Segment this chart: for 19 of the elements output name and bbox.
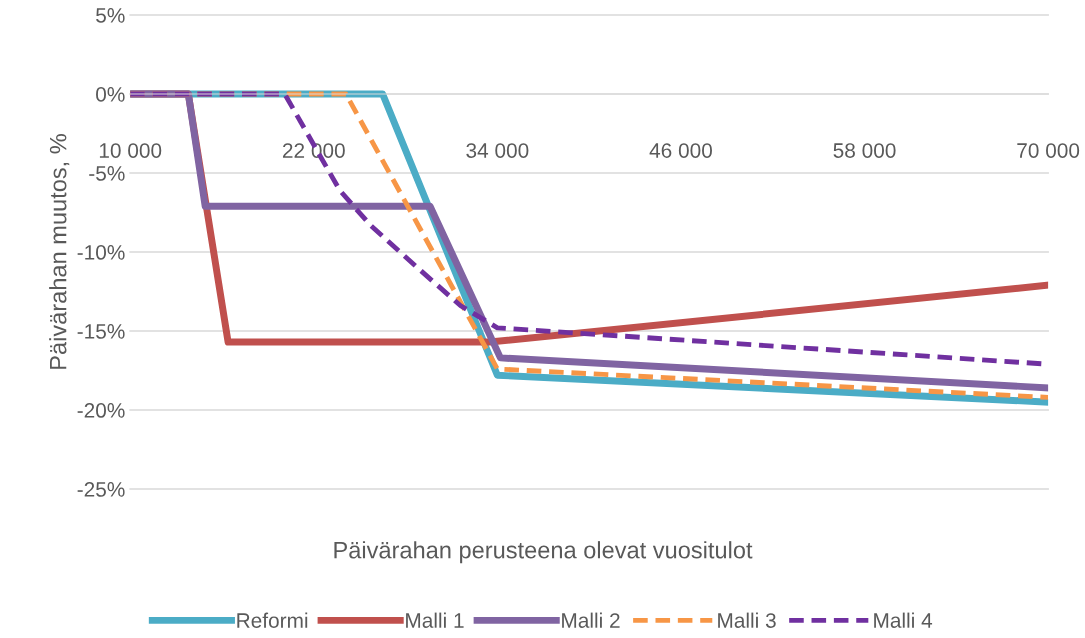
y-tick-label: -15%: [77, 324, 125, 339]
legend-label: Reformi: [237, 612, 308, 628]
x-tick-label: 58 000: [833, 143, 896, 158]
legend-label: Malli 2: [562, 612, 620, 628]
x-tick-label: 34 000: [466, 143, 529, 158]
x-axis-title: Päivärahan perusteena olevat vuositulot: [334, 541, 753, 564]
y-tick-label: -25%: [77, 482, 125, 497]
legend-label: Malli 3: [718, 612, 776, 628]
y-axis-title: Päivärahan muutos, %: [49, 134, 70, 369]
x-tick-label: 10 000: [99, 143, 162, 158]
legend-label: Malli 1: [406, 612, 464, 628]
y-tick-label: -10%: [77, 245, 125, 260]
y-tick-label: -5%: [89, 166, 125, 181]
y-tick-label: 5%: [96, 8, 125, 23]
legend-label: Malli 4: [874, 612, 933, 628]
x-tick-label: 70 000: [1017, 143, 1080, 158]
y-tick-label: -20%: [77, 403, 125, 418]
y-tick-label: 0%: [96, 87, 125, 102]
x-tick-label: 46 000: [649, 143, 712, 158]
